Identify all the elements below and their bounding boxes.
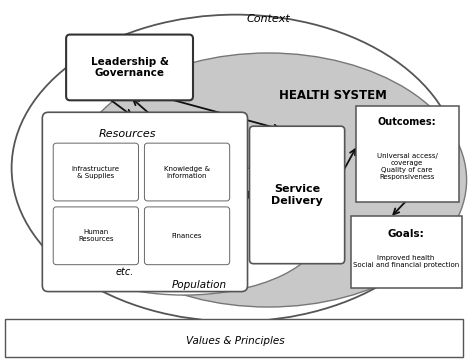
FancyBboxPatch shape <box>356 106 459 202</box>
FancyBboxPatch shape <box>145 143 230 201</box>
Text: Population: Population <box>172 280 227 290</box>
FancyBboxPatch shape <box>66 35 193 100</box>
Text: Finances: Finances <box>172 233 202 239</box>
Text: Knowledge &
Information: Knowledge & Information <box>164 166 210 178</box>
Text: Human
Resources: Human Resources <box>78 229 114 242</box>
Text: Resources: Resources <box>98 129 156 139</box>
Ellipse shape <box>70 53 466 307</box>
Text: Service
Delivery: Service Delivery <box>271 184 323 206</box>
Text: Infrastructure
& Supplies: Infrastructure & Supplies <box>72 166 120 178</box>
Text: Leadership &
Governance: Leadership & Governance <box>91 57 168 78</box>
FancyBboxPatch shape <box>53 207 138 265</box>
FancyBboxPatch shape <box>42 112 247 292</box>
Text: Improved health
Social and financial protection: Improved health Social and financial pro… <box>353 255 459 268</box>
Text: Universal access/
coverage
Quality of care
Responsiveness: Universal access/ coverage Quality of ca… <box>377 153 438 179</box>
FancyBboxPatch shape <box>249 126 345 264</box>
Text: Outcomes:: Outcomes: <box>378 117 437 127</box>
Text: Goals:: Goals: <box>388 229 425 239</box>
FancyBboxPatch shape <box>351 216 462 288</box>
Text: HEALTH SYSTEM: HEALTH SYSTEM <box>279 89 387 102</box>
Ellipse shape <box>11 15 460 321</box>
FancyBboxPatch shape <box>5 320 463 357</box>
FancyBboxPatch shape <box>53 143 138 201</box>
FancyBboxPatch shape <box>145 207 230 265</box>
Text: Context: Context <box>246 13 290 24</box>
Ellipse shape <box>46 161 323 295</box>
Text: etc.: etc. <box>116 267 134 277</box>
Text: Values & Principles: Values & Principles <box>186 336 285 347</box>
